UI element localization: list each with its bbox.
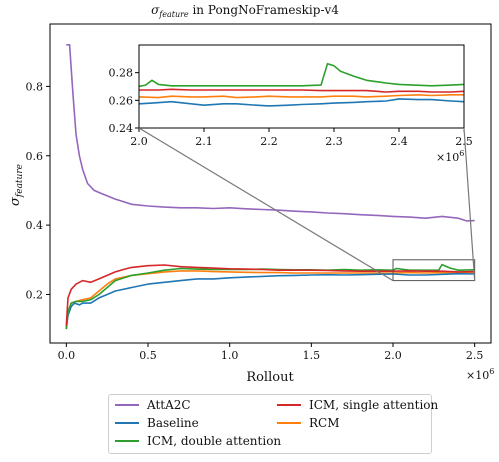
inset-plot-area: 2.0 2.1 2.2 2.3 2.4 2.5 0.24 0.26 0.28 [109,44,473,148]
chart-title: σfeature in PongNoFrameskip-v4 [151,3,339,19]
series-line-rcm [65,270,475,328]
inset-x-tick-label: 2.5 [455,135,473,148]
x-tick-label: 0.0 [58,349,76,362]
x-tick-label: 2.0 [384,349,402,362]
inset-series-line-icm-single-attention [139,88,464,93]
legend-label: ICM, single attention [309,398,439,412]
series-line-atta2c [66,43,475,222]
x-tick-label: 1.5 [303,349,321,362]
legend-item: ICM, double attention [115,434,281,448]
zoom-connector-lines [138,127,476,282]
inset-series-line-rcm [139,94,464,99]
legend-swatch [115,404,139,406]
x-tick-label: 2.5 [466,349,484,362]
inset-y-tick-label: 0.26 [109,94,134,107]
inset-x-multiplier: ×106 [436,149,464,164]
inset-x-tick-label: 2.3 [325,135,343,148]
y-tick-label: 0.6 [26,150,44,163]
series-line-baseline [65,272,475,330]
legend-swatch [115,440,139,442]
legend-item: RCM [277,416,340,430]
y-axis-label: σfeature [8,164,25,206]
inset-x-tick-label: 2.4 [390,135,408,148]
y-tick-label: 0.8 [26,80,44,93]
inset-y-tick-label: 0.28 [109,67,134,80]
inset-x-tick-label: 2.0 [130,135,148,148]
inset-y-tick-label: 0.24 [109,122,134,135]
legend-label: RCM [309,416,340,430]
legend-item: AttA2C [115,398,191,412]
y-tick-label: 0.2 [26,288,44,301]
main-plot-area: 0.0 0.5 1.0 1.5 2.0 2.5 0.2 0.4 0.6 0.8 [26,23,492,362]
x-tick-label: 0.5 [139,349,157,362]
legend-label: Baseline [147,416,199,430]
zoom-connector-right [463,127,476,281]
legend-swatch [277,422,301,424]
zoom-region-box [392,259,476,282]
inset-x-tick-label: 2.1 [195,135,213,148]
x-axis-label: Rollout [246,370,294,385]
inset-series-line-icm-double-attention [139,62,464,88]
legend-label: AttA2C [147,398,191,412]
series-line-icm-single-attention [65,264,475,326]
x-axis-multiplier: ×106 [466,367,494,382]
main-axes-frame [49,23,492,344]
legend-item: Baseline [115,416,199,430]
legend-item: ICM, single attention [277,398,438,412]
legend-swatch [115,422,139,424]
chart-legend: AttA2C Baseline ICM, double attention ICM, … [108,394,438,454]
legend-label: ICM, double attention [147,434,282,448]
zoom-connector-left [138,127,394,282]
inset-x-tick-label: 2.2 [260,135,278,148]
y-tick-label: 0.4 [26,219,44,232]
inset-series-line-baseline [139,98,464,107]
legend-swatch [277,404,301,406]
inset-axes-frame [138,44,465,129]
x-tick-label: 1.0 [221,349,239,362]
